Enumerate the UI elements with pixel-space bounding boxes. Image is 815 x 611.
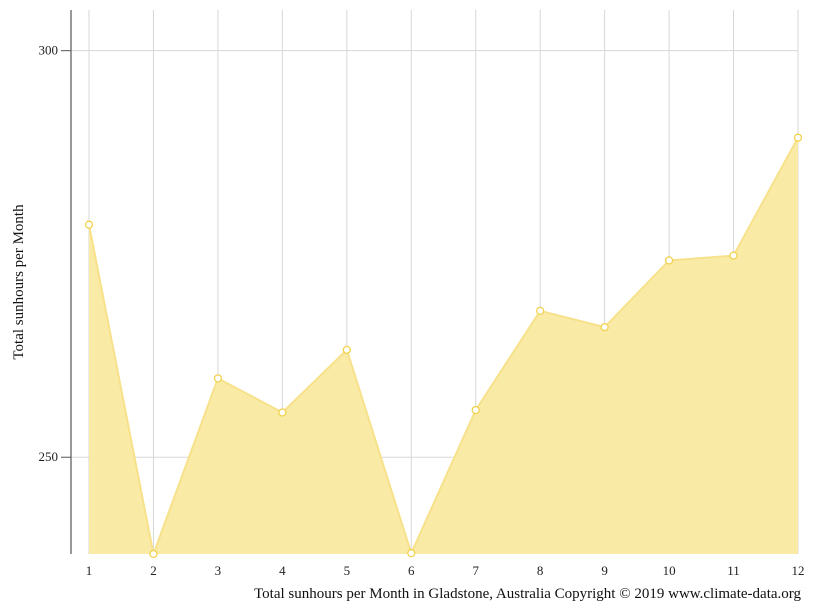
data-point (342, 345, 351, 355)
data-point (213, 374, 223, 383)
data-point (600, 322, 609, 332)
data-point (84, 220, 94, 229)
y-axis-ticks: 250 300 (39, 43, 71, 464)
y-tick-label: 250 (39, 449, 59, 464)
data-point (793, 133, 803, 142)
data-point (149, 549, 158, 559)
data-point (407, 549, 416, 558)
data-point (471, 405, 480, 415)
data-point (664, 256, 674, 265)
x-tick-label: 10 (663, 563, 676, 578)
data-point (278, 408, 287, 417)
y-axis-title: Total sunhours per Month (11, 204, 27, 360)
x-axis-ticks: 1 2 3 4 5 6 7 8 9 10 11 12 (86, 563, 805, 578)
sunhours-line (88, 137, 799, 558)
x-tick-label: 9 (601, 563, 608, 578)
x-tick-label: 11 (727, 563, 740, 578)
x-tick-label: 8 (537, 563, 544, 578)
y-tick-label: 300 (39, 43, 59, 58)
chart-caption: Total sunhours per Month in Gladstone, A… (254, 586, 801, 602)
x-tick-label: 3 (215, 563, 222, 578)
data-point (536, 306, 545, 316)
data-points (84, 133, 803, 559)
x-tick-label: 7 (472, 563, 479, 578)
x-tick-label: 4 (279, 563, 286, 578)
x-tick-label: 1 (86, 563, 93, 578)
x-tick-label: 2 (150, 563, 157, 578)
sunhours-area (89, 137, 798, 555)
data-point (729, 251, 738, 260)
x-tick-label: 12 (792, 563, 805, 578)
x-tick-label: 6 (408, 563, 415, 578)
x-tick-label: 5 (344, 563, 351, 578)
